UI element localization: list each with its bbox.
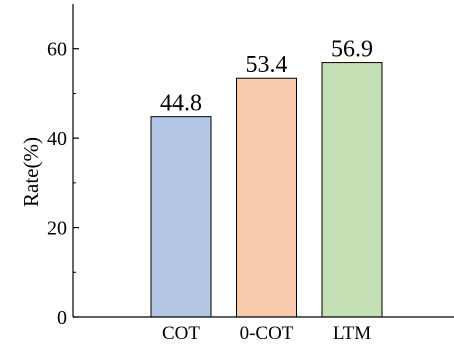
bar-cot xyxy=(151,117,211,317)
y-ticks-group: 0 20 40 60 xyxy=(47,39,79,329)
data-label-cot: 44.8 xyxy=(160,91,202,117)
data-label-0-cot: 53.4 xyxy=(246,52,288,78)
x-ticks-group: COT 0-COT LTM xyxy=(162,323,371,344)
x-tick-label-0-cot: 0-COT xyxy=(240,323,294,344)
y-axis-title: Rate(%) xyxy=(19,137,43,207)
x-tick-label-cot: COT xyxy=(162,323,200,344)
bar-ltm xyxy=(322,63,382,317)
bar-0-cot xyxy=(237,78,297,317)
y-tick-label-60: 60 xyxy=(47,39,67,61)
data-label-ltm: 56.9 xyxy=(331,37,373,63)
y-tick-label-40: 40 xyxy=(47,128,67,150)
y-tick-label-0: 0 xyxy=(57,307,67,329)
y-tick-label-20: 20 xyxy=(47,218,67,240)
x-tick-label-ltm: LTM xyxy=(333,323,371,344)
